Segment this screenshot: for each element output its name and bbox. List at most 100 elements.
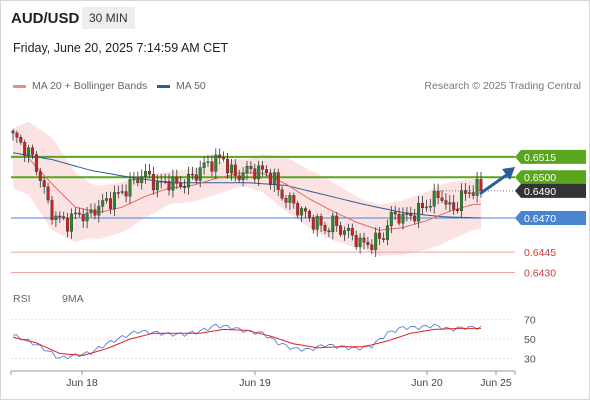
candle-body	[89, 209, 93, 214]
legend-ma50-swatch	[157, 84, 170, 88]
candle-body	[463, 190, 467, 194]
candle-body	[444, 200, 448, 205]
forecast-arrow-head	[502, 167, 515, 180]
candle-body	[237, 175, 241, 181]
candle-body	[265, 169, 269, 174]
candle-body	[194, 174, 198, 181]
candle-body	[378, 232, 382, 239]
legend-rsi: RSI	[13, 293, 31, 305]
candle-body	[147, 171, 151, 175]
candle-body	[42, 180, 46, 187]
candle-body	[62, 216, 66, 219]
candle-body	[77, 212, 81, 215]
rsi-line	[12, 323, 482, 360]
candle-body	[456, 209, 460, 211]
candle-body	[436, 190, 440, 199]
candle-body	[167, 181, 171, 191]
candle-body	[300, 208, 304, 216]
legend-ma50-label: MA 50	[176, 80, 206, 92]
rsi-tick-label: 50	[524, 334, 536, 346]
candle-body	[440, 197, 444, 201]
candle-body	[424, 206, 428, 209]
x-tick-label: Jun 25	[480, 377, 512, 389]
candle-body	[112, 192, 116, 210]
candle-body	[343, 230, 347, 235]
candle-body	[190, 173, 194, 176]
level-label-box	[515, 183, 586, 198]
candle-body	[397, 213, 401, 224]
candle-body	[354, 235, 358, 247]
candle-body	[140, 176, 144, 184]
candle-body	[15, 132, 19, 138]
candle-body	[307, 211, 311, 218]
level-label-text: 0.6430	[524, 267, 556, 279]
candle-body	[389, 211, 393, 226]
level-label-0-6445: 0.6445	[524, 247, 556, 259]
candle-body	[417, 202, 421, 222]
candle-body	[245, 166, 249, 173]
candle-body	[460, 190, 464, 211]
candle-body	[401, 213, 405, 224]
candle-body	[93, 209, 97, 216]
candle-body	[249, 166, 253, 169]
candle-body	[132, 178, 136, 181]
rsi-tick-label: 70	[524, 315, 536, 327]
candle-body	[362, 237, 366, 243]
candle-body	[27, 147, 31, 156]
candle-body	[116, 192, 120, 194]
level-label-0-6430: 0.6430	[524, 267, 556, 279]
timeframe-badge[interactable]: 30 MIN	[82, 7, 135, 29]
legend-ma20-swatch	[13, 84, 26, 88]
candle-body	[272, 172, 276, 185]
forecast-arrow-shaft	[479, 172, 510, 195]
candle-body	[210, 161, 214, 172]
candle-body	[144, 171, 148, 177]
legend-9ma: 9MA	[62, 293, 84, 305]
candle-body	[128, 179, 132, 197]
candle-body	[374, 232, 378, 250]
level-label-text: 0.6500	[524, 172, 556, 184]
candle-body	[198, 167, 202, 181]
candle-body	[292, 195, 296, 204]
legend-ma50: MA 50	[157, 80, 206, 92]
candle-body	[319, 216, 323, 226]
candle-body	[280, 189, 284, 199]
candle-body	[19, 137, 23, 143]
candle-body	[409, 213, 413, 217]
candle-body	[97, 205, 101, 216]
candle-body	[413, 215, 417, 222]
candle-body	[175, 176, 179, 184]
candle-body	[288, 195, 292, 203]
candle-body	[323, 224, 327, 231]
candle-body	[183, 186, 187, 188]
candle-body	[155, 181, 159, 191]
level-label-0-6515: 0.6515	[515, 149, 586, 164]
candle-body	[421, 202, 425, 209]
candle-body	[315, 216, 319, 230]
level-label-0-6490: 0.6490	[515, 183, 586, 198]
level-label-box	[515, 149, 586, 164]
candle-body	[284, 198, 288, 203]
candle-body	[11, 130, 15, 134]
candle-body	[428, 205, 432, 208]
candle-body	[206, 161, 210, 163]
level-label-text: 0.6490	[524, 186, 556, 198]
candle-body	[58, 215, 62, 218]
candle-body	[46, 186, 50, 201]
candle-body	[120, 191, 124, 193]
bollinger-band	[13, 121, 481, 256]
candle-body	[311, 217, 315, 230]
candle-body	[467, 192, 471, 194]
candle-body	[276, 172, 280, 190]
candle-body	[241, 172, 245, 181]
candle-body	[358, 237, 362, 247]
candle-body	[268, 172, 272, 185]
candle-body	[34, 154, 38, 172]
candle-body	[229, 164, 233, 174]
legend-rsi-label: RSI	[13, 293, 31, 305]
x-tick-label: Jun 19	[239, 377, 271, 389]
rsi-tick-label: 30	[524, 353, 536, 365]
candle-body	[448, 202, 452, 205]
candle-body	[261, 165, 265, 170]
